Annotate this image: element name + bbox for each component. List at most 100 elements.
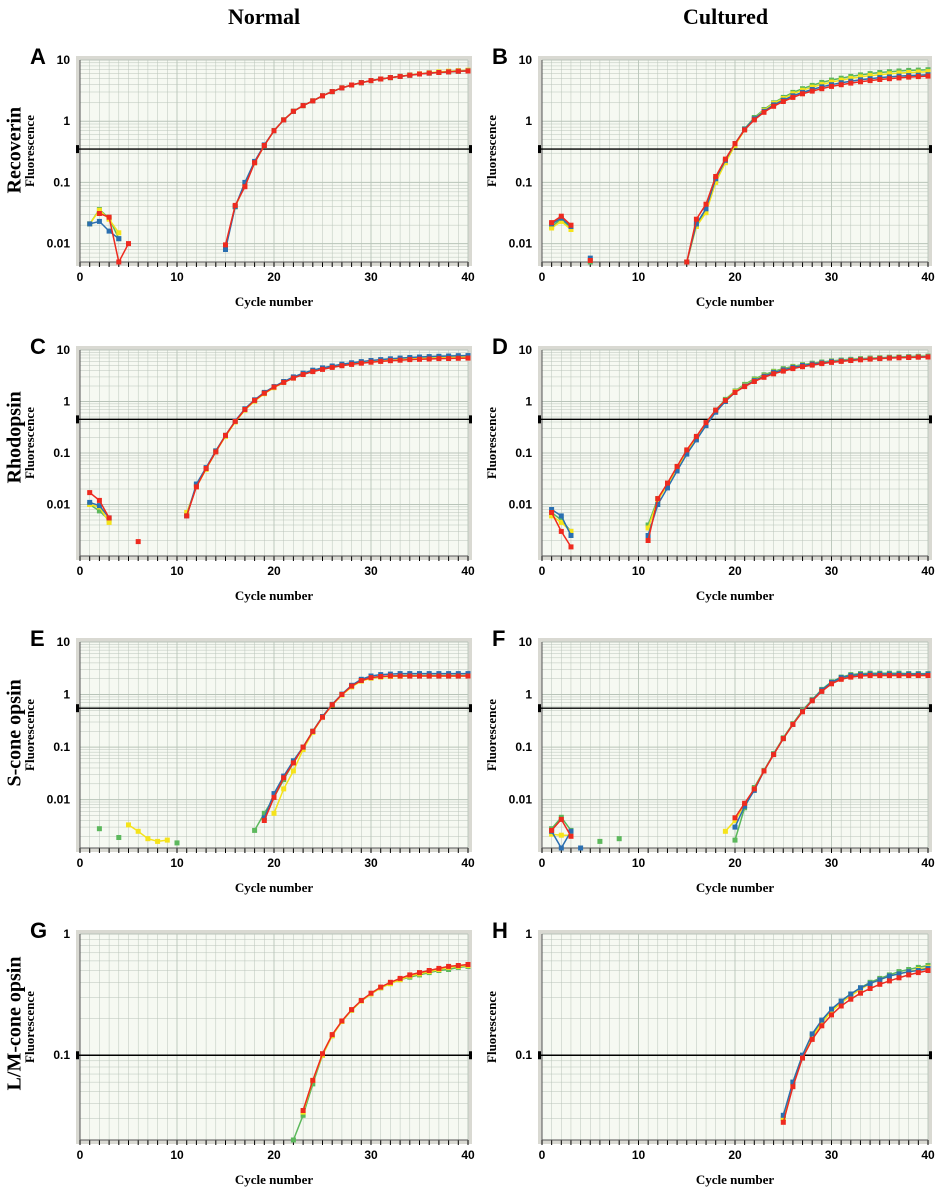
data-point (886, 355, 892, 361)
data-point (281, 117, 287, 123)
data-point (771, 371, 777, 377)
data-point (819, 1017, 825, 1023)
series-line (99, 212, 130, 265)
data-point (848, 75, 854, 81)
data-point (906, 972, 912, 978)
data-point (906, 74, 912, 80)
data-point (87, 490, 93, 496)
data-point (886, 973, 892, 979)
series-line (89, 220, 120, 240)
data-point (96, 497, 102, 503)
data-point (867, 356, 873, 362)
data-point (829, 1006, 834, 1012)
data-point (896, 355, 902, 361)
data-point (703, 210, 709, 216)
data-point (106, 519, 112, 525)
data-point (446, 356, 452, 361)
data-point (436, 673, 442, 679)
y-tick-label: 10 (519, 53, 533, 67)
data-point (915, 673, 921, 678)
x-tick-label: 40 (461, 564, 475, 578)
data-point (96, 207, 102, 213)
data-point (232, 418, 238, 424)
data-point (407, 72, 413, 78)
data-point (436, 965, 442, 971)
threshold-handle-right (469, 415, 472, 424)
y-tick-label: 0.01 (47, 793, 71, 807)
data-point (320, 366, 325, 372)
data-point (455, 963, 461, 968)
data-point (116, 259, 122, 265)
data-point (387, 358, 393, 364)
data-point (349, 82, 355, 88)
data-point (290, 1137, 296, 1143)
data-point (290, 760, 296, 766)
data-point (549, 225, 555, 231)
y-tick-label: 0.1 (53, 446, 70, 460)
data-point (339, 692, 345, 697)
panel-letter: E (30, 626, 45, 651)
data-point (368, 990, 374, 996)
data-point (693, 437, 699, 443)
x-tick-label: 40 (461, 856, 475, 870)
data-point (848, 996, 854, 1002)
x-tick-label: 30 (825, 856, 839, 870)
x-tick-label: 30 (364, 270, 378, 284)
x-tick-label: 20 (728, 856, 742, 870)
data-point (116, 236, 122, 242)
data-point (877, 981, 883, 987)
y-tick-label: 1 (63, 927, 70, 941)
threshold-handle-left (538, 415, 541, 424)
data-point (819, 86, 825, 92)
data-point (300, 1108, 306, 1113)
x-tick-label: 20 (267, 564, 281, 578)
data-point (568, 533, 574, 538)
data-point (387, 979, 393, 985)
data-point (397, 975, 403, 981)
y-axis-label: Fluorescence (22, 115, 37, 187)
y-tick-label: 0.01 (47, 237, 71, 251)
column-title-cultured: Cultured (683, 4, 769, 29)
data-point (281, 786, 287, 792)
data-point (549, 220, 555, 226)
data-point (597, 838, 603, 844)
data-point (848, 358, 854, 363)
data-point (407, 972, 413, 978)
x-tick-label: 30 (364, 1148, 378, 1162)
threshold-handle-right (929, 704, 932, 713)
data-point (645, 522, 651, 528)
data-point (558, 832, 564, 838)
x-tick-label: 0 (77, 856, 84, 870)
data-point (732, 837, 738, 843)
data-point (174, 840, 180, 846)
data-point (417, 970, 422, 976)
data-point (578, 845, 584, 851)
series-line (782, 969, 929, 1123)
data-point (665, 485, 670, 491)
data-point (819, 1020, 825, 1026)
chart-panel-B: 0 10 20 30 40 0.01 0.1 1 10 Cycle number Fluoresce… (484, 44, 935, 309)
data-point (877, 77, 883, 82)
data-point (446, 963, 452, 969)
data-point (838, 77, 844, 83)
data-point (790, 721, 796, 727)
series-red (96, 68, 471, 265)
data-point (896, 975, 902, 981)
series-line (782, 967, 929, 1116)
data-point (436, 356, 442, 362)
threshold-handle-left (76, 415, 79, 424)
data-point (339, 363, 345, 369)
x-tick-label: 40 (921, 856, 935, 870)
data-point (558, 845, 564, 851)
data-point (116, 835, 122, 840)
data-point (742, 800, 748, 806)
data-point (858, 985, 863, 991)
x-tick-label: 20 (728, 1148, 742, 1162)
series-red (300, 962, 471, 1113)
threshold-handle-left (76, 145, 79, 154)
data-point (339, 1018, 345, 1024)
data-point (465, 355, 471, 361)
data-point (780, 368, 786, 374)
y-axis-label: Fluorescence (22, 991, 37, 1063)
